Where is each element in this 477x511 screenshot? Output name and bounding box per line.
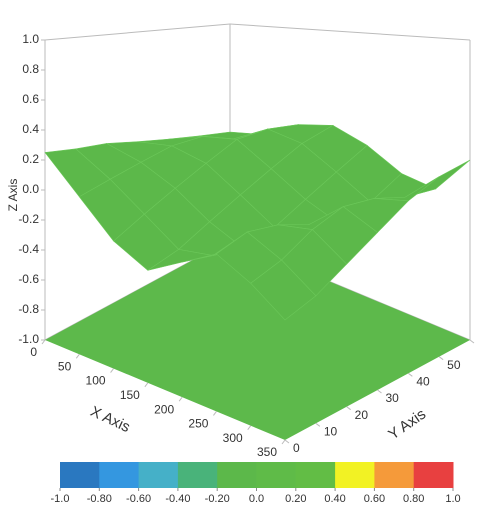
colorbar-cell [138,462,179,488]
y-tick [346,406,351,411]
y-tick [408,372,413,377]
x-tick-label: 100 [86,374,106,388]
y-tick-label: 50 [447,358,461,372]
colorbar-tick-label: 0.80 [403,493,424,505]
colorbar-cell [374,462,415,488]
x-tick-label: 0 [30,345,37,359]
y-tick [284,439,290,444]
x-tick [178,396,183,402]
colorbar-cell [256,462,297,488]
z-tick-label: -1.0 [18,332,39,346]
x-tick-label: 150 [120,388,140,402]
x-tick-label: 350 [257,445,277,459]
y-tick-label: 0 [293,441,300,455]
x-tick [247,425,252,431]
x-axis-label: X Axis [88,403,133,436]
colorbar-cell [60,462,100,488]
y-tick-label: 40 [416,375,430,389]
x-tick [75,353,80,359]
z-axis-label: Z Axis [6,179,20,212]
y-axis-label: Y Axis [385,406,429,444]
z-tick-label: 1.0 [22,32,39,46]
z-tick-label: 0.0 [22,182,39,196]
x-tick-label: 300 [223,431,243,445]
y-tick [469,339,475,344]
colorbar-cell [177,462,218,488]
colorbar-tick-label: 0.40 [324,493,345,505]
x-tick [213,411,217,416]
colorbar-cell [99,462,140,488]
x-tick-label: 250 [188,417,208,431]
colorbar-tick-label: 0.0 [249,493,264,505]
z-tick-label: 0.8 [22,62,39,76]
y-tick-label: 10 [324,425,338,439]
y-tick-label: 30 [386,391,400,405]
colorbar-cell [295,462,336,488]
floor-contour [45,240,470,440]
z-tick-label: -0.4 [18,242,39,256]
z-tick-label: 0.4 [22,122,39,136]
x-tick [110,368,114,373]
y-tick [315,422,321,427]
z-tick-label: -0.2 [18,212,39,226]
box-edge [44,23,231,41]
x-tick-label: 200 [154,402,174,416]
colorbar-tick-label: -0.80 [87,493,112,505]
colorbar-tick-label: 1.0 [445,493,460,505]
colorbar-tick-label: -1.0 [51,493,70,505]
colorbar-tick-label: -0.40 [165,493,190,505]
colorbar-cell [217,462,257,488]
z-tick-label: -0.6 [18,272,39,286]
y-tick [377,389,382,394]
x-tick [41,339,46,345]
colorbar-tick-label: 0.20 [285,493,306,505]
z-tick-label: 0.2 [22,152,39,166]
y-tick-label: 20 [355,408,369,422]
x-tick [144,382,149,388]
colorbar-tick-label: -0.60 [126,493,151,505]
colorbar-tick-label: -0.20 [205,493,230,505]
colorbar-cell [413,462,454,488]
box-edge [229,23,471,41]
colorbar-tick-label: 0.60 [364,493,385,505]
colorbar-cell [335,462,375,488]
x-tick [281,439,286,445]
x-tick-label: 50 [58,359,72,373]
surface-patch [250,259,317,321]
z-tick-label: -0.8 [18,302,39,316]
z-tick-label: 0.6 [22,92,39,106]
y-tick [438,356,444,361]
